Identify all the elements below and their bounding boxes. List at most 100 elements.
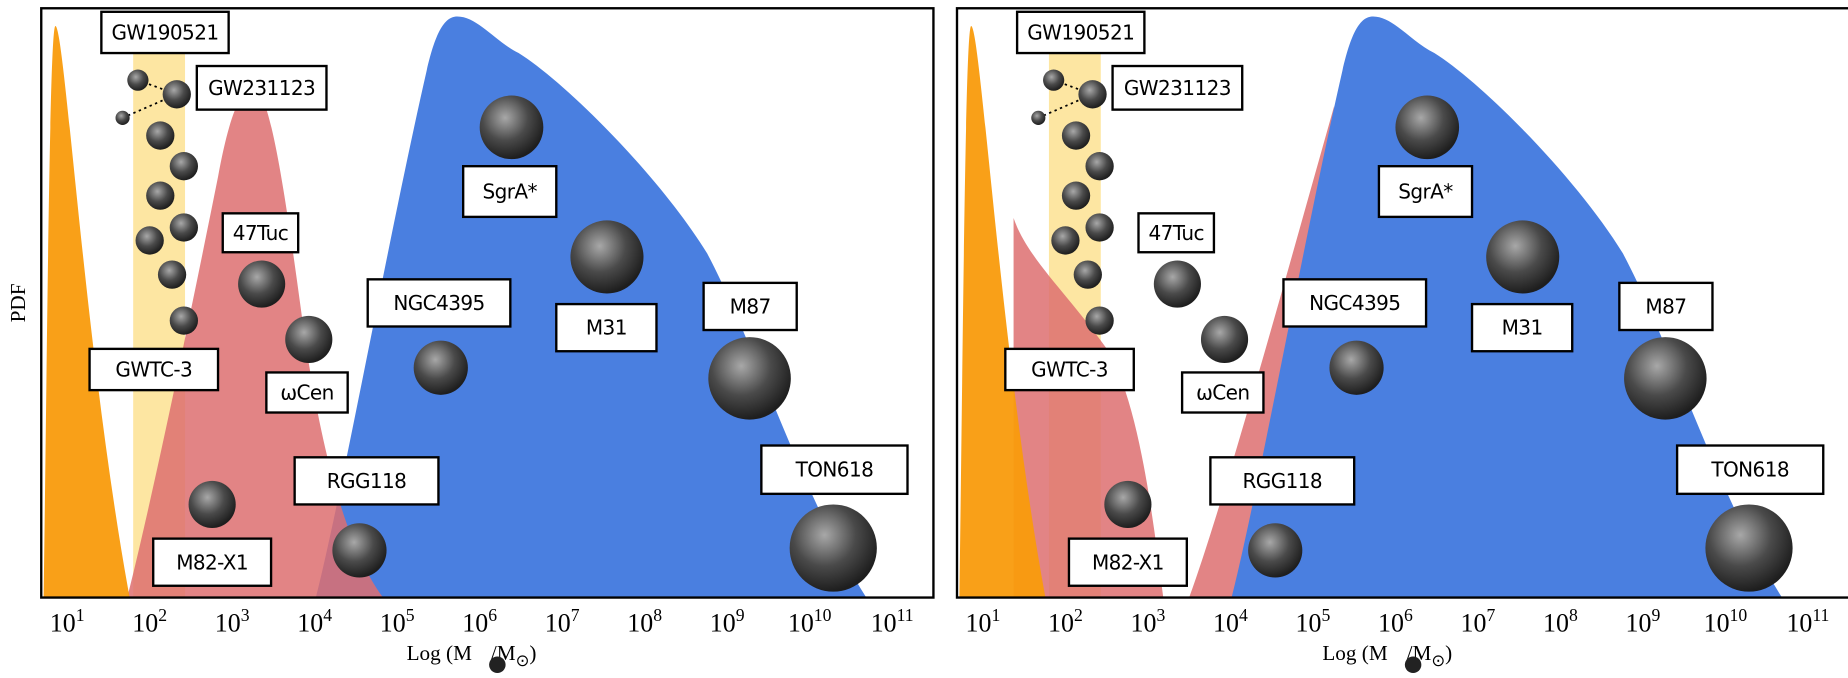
tick-exp: 9 — [736, 605, 745, 625]
label-box — [1111, 64, 1244, 111]
tick-exp: 8 — [1569, 605, 1578, 625]
black-hole — [1085, 152, 1114, 181]
tick-base: 10 — [1378, 609, 1404, 638]
tick-base: 10 — [215, 609, 241, 638]
x-tick-label: 106 — [1378, 605, 1413, 638]
black-hole — [162, 80, 191, 109]
black-hole — [1031, 110, 1046, 125]
label-box — [293, 456, 440, 506]
label-box — [1282, 278, 1428, 328]
object-label: GWTC-3 — [115, 358, 192, 382]
black-hole — [115, 110, 130, 125]
black-hole — [146, 121, 175, 150]
x-tick-label: 109 — [710, 605, 745, 638]
black-hole — [1624, 337, 1707, 420]
tick-exp: 7 — [1486, 605, 1495, 625]
object-label: M87 — [730, 295, 771, 319]
black-hole — [789, 504, 877, 592]
x-tick-label: 1011 — [1786, 605, 1829, 638]
object-label: ωCen — [1196, 381, 1249, 405]
object-label: GW190521 — [1027, 21, 1134, 45]
tick-base: 10 — [1786, 609, 1812, 638]
tick-base: 10 — [50, 609, 76, 638]
tick-exp: 7 — [571, 605, 580, 625]
tick-base: 10 — [1048, 609, 1074, 638]
black-hole — [169, 152, 198, 181]
bh-symbol — [1404, 656, 1422, 673]
label-box — [221, 212, 300, 254]
x-tick-label: 107 — [1461, 605, 1496, 638]
tick-exp: 10 — [1730, 605, 1748, 625]
x-tick-label: 108 — [627, 605, 662, 638]
object-label: ωCen — [280, 381, 333, 405]
black-hole — [1085, 306, 1114, 335]
tick-exp: 5 — [406, 605, 415, 625]
tick-exp: 9 — [1651, 605, 1660, 625]
black-hole — [135, 226, 164, 255]
stellar-distribution — [959, 25, 1046, 598]
black-hole — [1061, 121, 1091, 150]
black-hole — [1043, 69, 1065, 91]
black-hole — [332, 523, 387, 578]
black-hole — [285, 315, 333, 364]
tick-base: 10 — [788, 609, 814, 638]
x-label-suffix: ) — [529, 641, 536, 665]
x-tick-label: 103 — [1131, 605, 1166, 638]
x-label-prefix: Log (M — [407, 641, 473, 665]
object-label: NGC4395 — [393, 291, 484, 315]
object-label: TON618 — [795, 458, 874, 482]
tick-base: 10 — [1704, 609, 1730, 638]
black-hole — [169, 213, 198, 242]
tick-exp: 2 — [158, 605, 167, 625]
tick-base: 10 — [1296, 609, 1322, 638]
tick-exp: 10 — [814, 605, 832, 625]
black-hole — [1248, 523, 1303, 578]
label-box — [1675, 444, 1825, 496]
tick-exp: 11 — [897, 605, 914, 625]
label-box — [265, 371, 349, 414]
label-box — [1067, 537, 1188, 587]
x-axis-label: Log (M/M⊙) — [407, 641, 537, 670]
object-label: RGG118 — [327, 469, 407, 493]
black-hole — [1051, 226, 1080, 255]
tick-base: 10 — [1626, 609, 1652, 638]
tick-exp: 4 — [323, 605, 332, 625]
x-tick-label: 109 — [1626, 605, 1661, 638]
x-tick-label: 103 — [215, 605, 250, 638]
label-box — [1180, 371, 1265, 414]
object-label: GW231123 — [1124, 76, 1231, 100]
label-box — [195, 64, 328, 111]
tick-exp: 2 — [1074, 605, 1083, 625]
stellar-distribution — [43, 25, 130, 598]
black-hole — [1486, 220, 1560, 294]
tick-base: 10 — [627, 609, 653, 638]
x-tick-label: 104 — [1213, 605, 1248, 638]
x-tick-label: 101 — [50, 605, 85, 638]
tick-base: 10 — [1461, 609, 1487, 638]
black-hole — [570, 220, 644, 294]
label-box — [1377, 165, 1474, 219]
black-hole — [1200, 315, 1249, 364]
x-tick-label: 106 — [462, 605, 497, 638]
tick-exp: 8 — [653, 605, 662, 625]
x-label-sun: ⊙ — [1431, 651, 1445, 670]
tick-exp: 1 — [991, 605, 1000, 625]
x-tick-label: 1011 — [871, 605, 914, 638]
tick-exp: 11 — [1812, 605, 1829, 625]
tick-exp: 5 — [1321, 605, 1330, 625]
object-label: GWTC-3 — [1031, 358, 1108, 382]
label-box — [100, 10, 230, 55]
black-hole — [146, 181, 175, 210]
object-label: 47Tuc — [1149, 221, 1204, 245]
tick-exp: 6 — [1404, 605, 1413, 625]
tick-exp: 3 — [241, 605, 250, 625]
x-tick-label: 1010 — [1704, 605, 1748, 638]
label-box — [702, 281, 798, 332]
black-hole — [1329, 340, 1384, 395]
tick-base: 10 — [462, 609, 488, 638]
x-label-prefix: Log (M — [1322, 641, 1388, 665]
label-box — [88, 347, 220, 392]
black-hole — [169, 306, 198, 335]
object-label: SgrA* — [483, 180, 538, 204]
